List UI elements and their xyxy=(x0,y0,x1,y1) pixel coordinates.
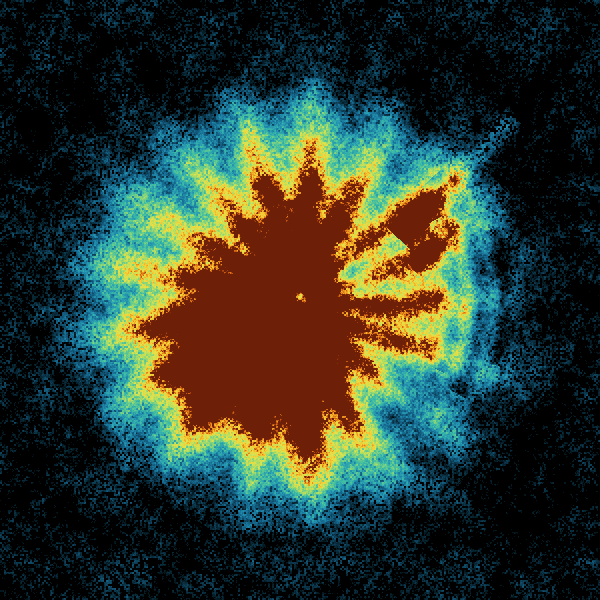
intensity-heatmap-canvas xyxy=(0,0,600,600)
astronomy-image-viewport xyxy=(0,0,600,600)
